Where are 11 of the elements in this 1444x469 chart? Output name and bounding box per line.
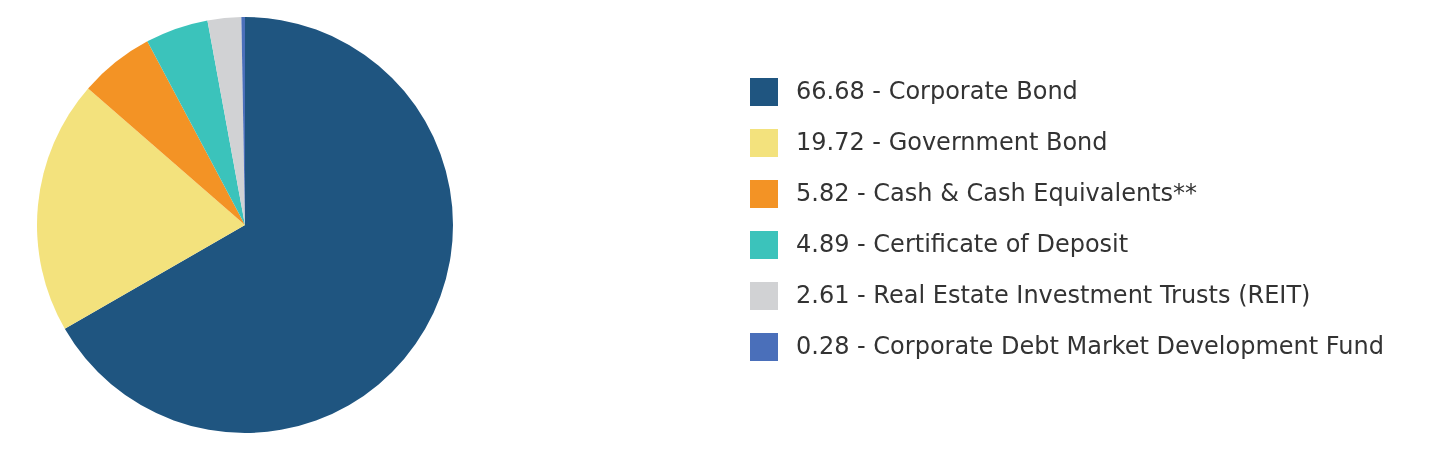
legend-label: 19.72 - Government Bond — [796, 128, 1108, 156]
pie-slice — [64, 17, 453, 433]
pie-slice — [147, 20, 245, 225]
legend-label: 66.68 - Corporate Bond — [796, 77, 1078, 105]
pie-slice — [37, 88, 245, 329]
pie-slice — [88, 41, 245, 225]
legend-label: 2.61 - Real Estate Investment Trusts (REIT) — [796, 281, 1311, 309]
pie-slice — [207, 17, 245, 225]
legend-label: 4.89 - Certificate of Deposit — [796, 230, 1129, 258]
legend-label: 5.82 - Cash & Cash Equivalents** — [796, 179, 1198, 207]
legend-label: 0.28 - Corporate Debt Market Development Fund — [796, 332, 1384, 360]
